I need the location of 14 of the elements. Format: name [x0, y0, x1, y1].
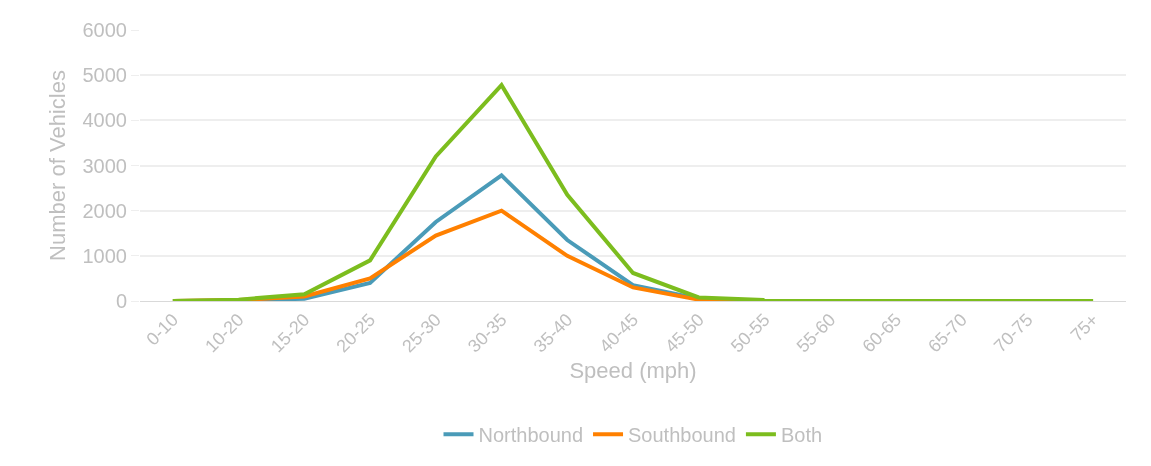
y-tick-label: 6000 — [82, 19, 127, 41]
legend-label: Southbound — [628, 424, 736, 447]
y-tick-label: 4000 — [82, 109, 127, 132]
y-tick-label: 2000 — [82, 199, 127, 222]
y-tick-label: 5000 — [82, 64, 127, 87]
y-axis-title: Number of Vehicles — [45, 70, 71, 261]
x-axis-title: Speed (mph) — [569, 358, 697, 384]
legend-label: Both — [780, 424, 823, 447]
legend-label: Northbound — [478, 424, 584, 447]
y-tick-label: 3000 — [82, 154, 127, 177]
y-tick-label: 1000 — [82, 244, 127, 267]
x-tick-label: 75+ — [1066, 309, 1103, 346]
line-series — [170, 83, 1096, 301]
y-tick-label: 0 — [115, 290, 127, 312]
